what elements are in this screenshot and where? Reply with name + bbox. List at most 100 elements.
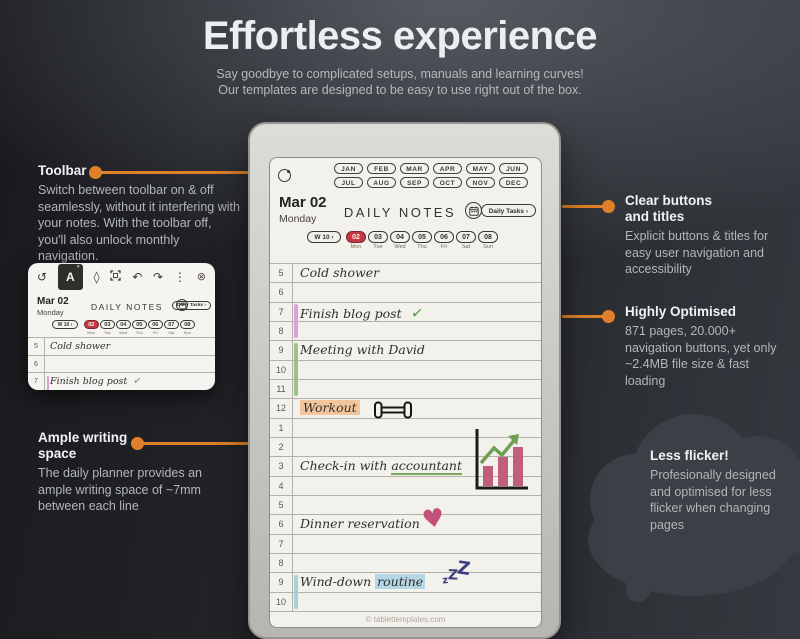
inset-weekday: Monday <box>37 308 64 317</box>
note-row[interactable]: 5 <box>270 496 541 516</box>
week-button[interactable]: W 10 › <box>52 320 78 329</box>
month-button[interactable]: JAN <box>334 163 363 174</box>
page-title: Effortless experience <box>202 14 598 58</box>
note-row[interactable]: 7 <box>270 535 541 554</box>
note-row[interactable]: 11 <box>270 380 541 400</box>
page-heading: DAILY NOTES <box>343 205 457 220</box>
callout-flicker-title: Less flicker! <box>650 448 729 463</box>
connector-line-optimised <box>562 315 606 318</box>
day-pill[interactable]: 08 <box>180 320 195 329</box>
select-frame-icon[interactable] <box>110 268 122 286</box>
connector-line-clear <box>562 205 606 208</box>
day-pill-active[interactable]: 02 <box>346 231 366 243</box>
note-row[interactable]: 5 Cold shower <box>28 338 215 356</box>
day-pill[interactable]: 06 <box>148 320 163 329</box>
note-row[interactable]: 12 Workout <box>270 399 541 419</box>
note-row[interactable]: 8 <box>270 554 541 574</box>
date-label: Mar 02 <box>279 194 327 211</box>
day-pill[interactable]: 06 <box>434 231 454 243</box>
history-icon[interactable]: ↺ <box>37 269 48 284</box>
month-button[interactable]: MAY <box>466 163 495 174</box>
day-pill[interactable]: 08 <box>478 231 498 243</box>
note-row[interactable]: 6 Dinner reservation ♥ <box>270 503 541 535</box>
day-name: Sat <box>461 244 471 250</box>
note-row[interactable]: 9 Meeting with David <box>270 341 541 361</box>
month-button[interactable]: AUG <box>367 177 396 188</box>
inset-day-row: 02 03 04 05 06 07 08 <box>84 320 195 329</box>
text-tool-button[interactable]: A ° <box>57 264 83 290</box>
note-row[interactable]: 2 <box>270 438 541 458</box>
month-button[interactable]: JUL <box>334 177 363 188</box>
note-row[interactable]: 7 Finish blog post ✓ <box>270 303 541 322</box>
day-name: Tue <box>103 329 111 335</box>
eraser-icon[interactable]: ◊ <box>93 269 100 284</box>
redo-icon[interactable]: ↷ <box>153 269 164 284</box>
day-pill[interactable]: 05 <box>412 231 432 243</box>
day-name: Tue <box>373 244 383 250</box>
month-button[interactable]: SEP <box>400 177 429 188</box>
callout-ample-title: Ample writing space <box>38 430 128 461</box>
day-pill[interactable]: 03 <box>100 320 115 329</box>
inset-rows: 5 Cold shower 6 7 Finish blog post ✓ <box>28 337 215 390</box>
page-footer: © tablettemplates.com <box>365 615 446 624</box>
note-row[interactable]: 1 <box>270 419 541 438</box>
daily-tasks-button[interactable]: Daily Tasks › <box>480 204 536 217</box>
note-row[interactable]: 7 Finish blog post ✓ <box>28 373 215 390</box>
day-name: Mon <box>87 329 96 335</box>
row-text: Cold shower <box>50 341 111 352</box>
row-number: 8 <box>278 557 284 568</box>
row-number: 12 <box>275 403 286 414</box>
note-row[interactable]: 6 <box>28 356 215 374</box>
thought-cloud-shape <box>580 412 800 617</box>
row-number: 5 <box>278 499 284 510</box>
connector-line-toolbar <box>96 171 268 174</box>
checkmark-icon: ✓ <box>132 375 143 388</box>
note-row[interactable]: 10 <box>270 361 541 380</box>
row-number: 9 <box>278 345 284 356</box>
day-name: Sun <box>483 244 493 250</box>
month-button[interactable]: FEB <box>367 163 396 174</box>
row-number: 3 <box>278 461 284 472</box>
month-button[interactable]: JUN <box>499 163 528 174</box>
note-row[interactable]: 4 <box>270 477 541 496</box>
highlight-bar-pink <box>46 376 49 390</box>
day-name: Thu <box>135 329 143 335</box>
note-row[interactable]: 6 <box>270 283 541 303</box>
note-row[interactable]: 3 Check-in with accountant <box>270 457 541 477</box>
callout-clear-title: Clear buttons and titles <box>625 193 713 224</box>
more-options-icon[interactable]: ⋮ <box>173 269 186 284</box>
day-pill[interactable]: 03 <box>368 231 388 243</box>
row-number: 6 <box>278 519 284 530</box>
zzz-doodle: zZZ <box>441 557 472 587</box>
day-pill[interactable]: 04 <box>116 320 131 329</box>
week-button[interactable]: W 10 › <box>307 231 341 243</box>
close-toolbar-icon[interactable]: ⊗ <box>196 270 206 283</box>
note-row[interactable]: 9 Wind-down routine zZZ <box>270 558 541 593</box>
note-row[interactable]: 10 <box>270 593 541 612</box>
callout-clear-buttons: Clear buttons and titles Explicit button… <box>625 193 785 278</box>
day-pill[interactable]: 07 <box>456 231 476 243</box>
month-button[interactable]: NOV <box>466 177 495 188</box>
day-pill[interactable]: 07 <box>164 320 179 329</box>
daily-tasks-button[interactable]: Daily Tasks › <box>172 301 211 310</box>
toolbar-toggle-icon[interactable] <box>278 169 291 182</box>
calendar-icon[interactable] <box>465 202 482 219</box>
row-number: 10 <box>275 364 286 375</box>
month-nav: JAN FEB MAR APR MAY JUN JUL AUG SEP OCT … <box>330 163 532 191</box>
day-pill[interactable]: 05 <box>132 320 147 329</box>
dumbbell-icon <box>372 400 414 425</box>
month-button[interactable]: DEC <box>499 177 528 188</box>
callout-toolbar: Toolbar Switch between toolbar on & off … <box>38 163 243 265</box>
day-pill[interactable]: 04 <box>390 231 410 243</box>
row-text: Finish blog post ✓ <box>300 302 425 323</box>
note-row[interactable]: 5 Cold shower <box>270 264 541 284</box>
month-button[interactable]: MAR <box>400 163 429 174</box>
day-pill[interactable]: 02 <box>84 320 99 329</box>
note-row[interactable]: 8 <box>270 322 541 342</box>
callout-ample: Ample writing space The daily planner pr… <box>38 430 218 515</box>
weekday-label: Monday <box>279 213 317 225</box>
month-button[interactable]: OCT <box>433 177 462 188</box>
undo-icon[interactable]: ↶ <box>132 269 143 284</box>
row-number: 2 <box>278 441 284 452</box>
month-button[interactable]: APR <box>433 163 462 174</box>
